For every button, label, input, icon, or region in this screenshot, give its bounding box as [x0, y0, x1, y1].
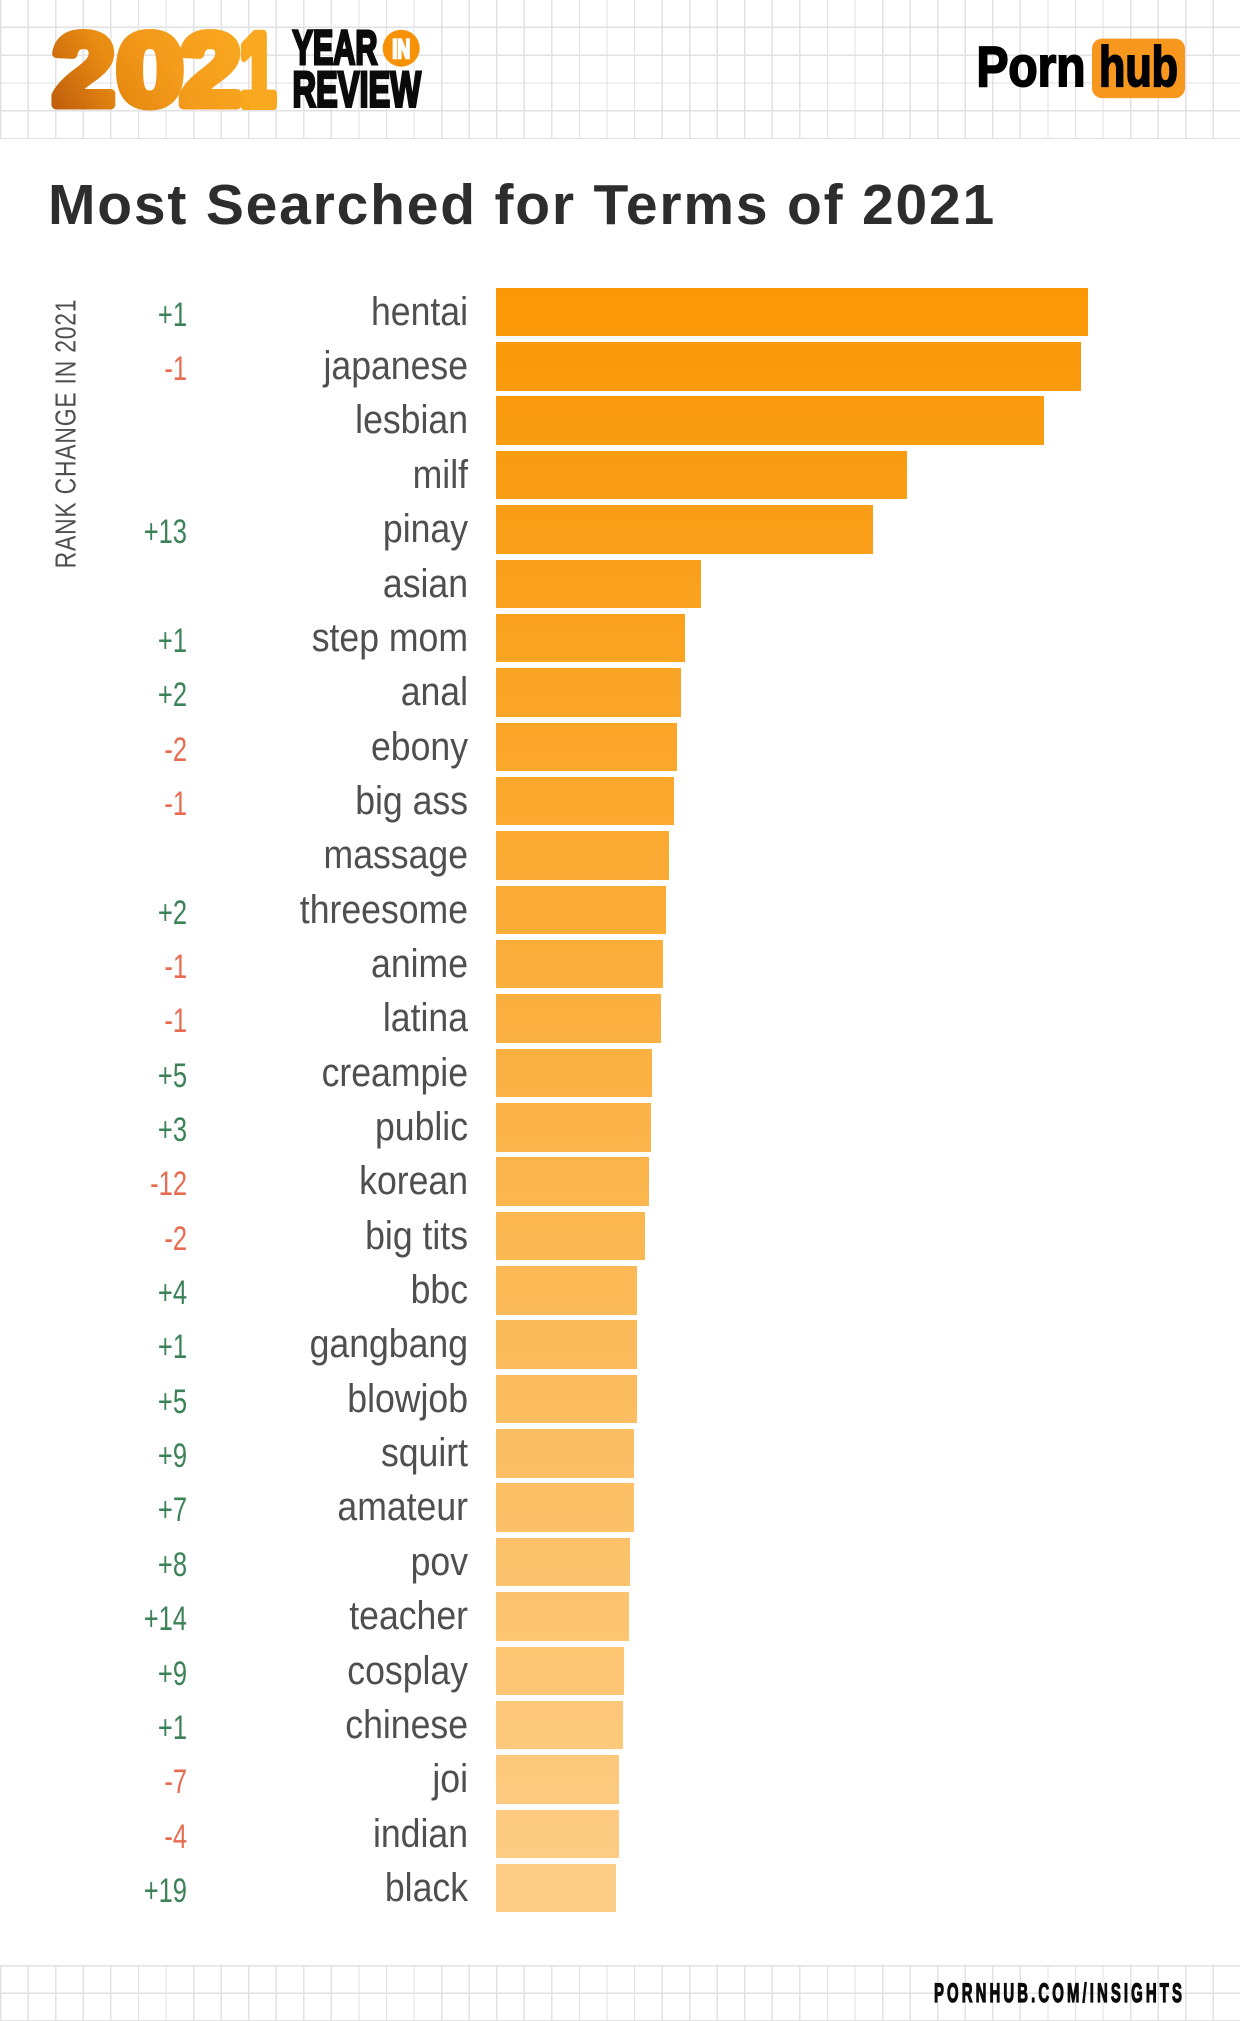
svg-text:hub: hub [1099, 35, 1178, 99]
svg-text:IN: IN [392, 34, 410, 64]
svg-text:0: 0 [117, 13, 184, 127]
svg-text:REVIEW: REVIEW [293, 62, 422, 118]
svg-text:Porn: Porn [977, 35, 1086, 99]
svg-text:PORNHUB.COM/INSIGHTS: PORNHUB.COM/INSIGHTS [934, 1978, 1185, 2008]
svg-text:1: 1 [240, 15, 276, 128]
svg-text:2: 2 [53, 13, 115, 127]
svg-text:YEAR: YEAR [293, 22, 378, 75]
svg-text:2: 2 [180, 14, 241, 127]
